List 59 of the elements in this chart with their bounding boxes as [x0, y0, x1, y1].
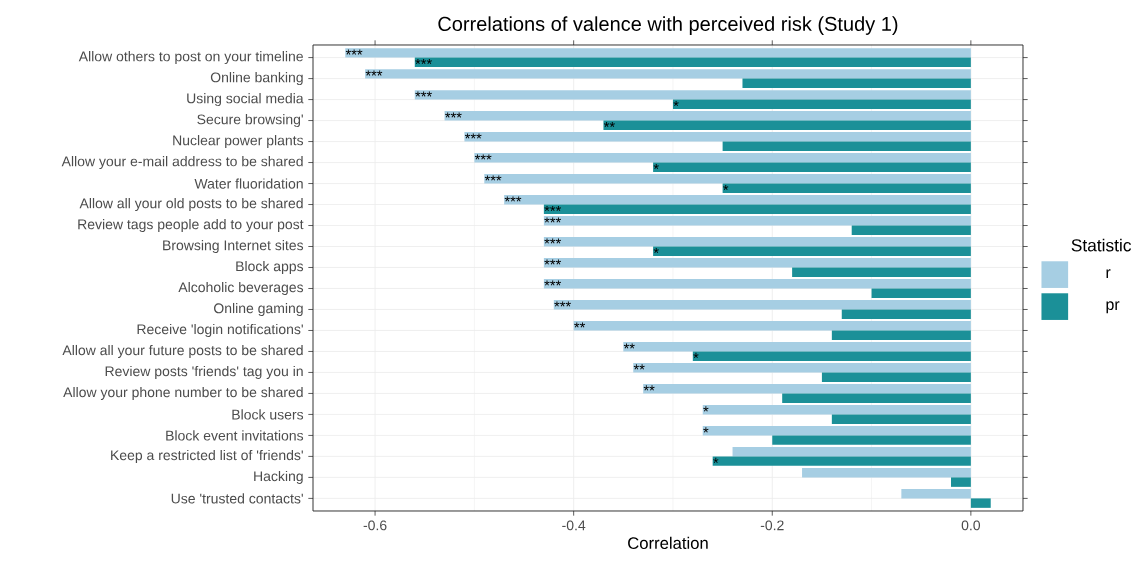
data-label: ***: [544, 280, 562, 286]
y-tick-label: Nuclear power plants: [173, 135, 304, 149]
data-label: ***: [474, 154, 492, 160]
data-label: ***: [504, 196, 522, 202]
y-tick-label: Online banking: [210, 72, 303, 86]
data-label: ***: [554, 301, 571, 307]
y-tick-label: Receive 'login notifications': [137, 323, 303, 337]
data-label: *: [713, 457, 719, 463]
y-tick-label: Browsing Internet sites: [163, 239, 304, 254]
data-label: ***: [415, 58, 432, 65]
legend-label: r: [1106, 269, 1111, 278]
data-label: ***: [544, 238, 562, 244]
data-label: ***: [365, 70, 383, 76]
x-tick-label: 0.0: [961, 520, 981, 531]
chart-title: Correlations of valence with perceived risk (Study 1): [438, 16, 898, 35]
x-tick-label: -0.2: [760, 520, 784, 531]
data-label: **: [643, 385, 655, 391]
y-tick-label: Use 'trusted contacts': [171, 493, 303, 504]
y-tick-label: Keep a restricted list of 'friends': [111, 449, 303, 463]
data-label: **: [574, 322, 586, 328]
y-tick-label: Using social media: [187, 93, 304, 107]
data-label: ***: [345, 49, 363, 55]
data-label: ***: [544, 259, 562, 265]
data-label: *: [693, 352, 699, 358]
y-tick-label: Allow your phone number to be shared: [63, 386, 303, 400]
y-tick-label: Secure browsing': [197, 114, 303, 128]
y-tick-label: Review tags people add to your post: [78, 219, 304, 233]
y-tick-label: Allow your e-mail address to be shared: [61, 156, 303, 170]
y-tick-label: Block event invitations: [166, 430, 304, 441]
x-tick-label: -0.4: [562, 520, 586, 531]
data-label: ***: [484, 175, 502, 181]
y-tick-label: Hacking: [254, 470, 303, 484]
y-tick-label: Block users: [232, 409, 304, 420]
data-label: ***: [544, 205, 562, 212]
data-label: *: [653, 163, 659, 170]
data-label: *: [653, 247, 659, 254]
y-tick-label: Water fluoridation: [194, 178, 303, 189]
data-label: *: [703, 406, 709, 412]
x-axis-title: Correlation: [628, 536, 708, 550]
data-label: ***: [415, 91, 432, 97]
legend-title: Statistic: [1071, 238, 1132, 252]
data-label: *: [703, 427, 709, 433]
x-tick-label: -0.6: [363, 520, 387, 531]
y-tick-label: Block apps: [236, 260, 304, 275]
y-tick-label: Allow all your future posts to be shared: [62, 344, 303, 358]
data-label: **: [633, 364, 645, 370]
data-label: *: [723, 184, 729, 191]
y-tick-label: Allow all your old posts to be shared: [79, 198, 303, 212]
data-label: **: [603, 121, 615, 128]
data-label: *: [673, 100, 679, 107]
y-tick-label: Alcoholic beverages: [178, 281, 304, 296]
y-tick-label: Online gaming: [214, 302, 303, 317]
data-label: **: [623, 343, 635, 349]
legend-label: pr: [1106, 301, 1120, 314]
data-label: ***: [445, 112, 462, 118]
data-label: ***: [464, 133, 482, 139]
y-tick-label: Allow others to post on your timeline: [78, 51, 303, 65]
y-tick-label: Review posts 'friends' tag you in: [105, 365, 303, 379]
data-label: ***: [544, 217, 562, 223]
